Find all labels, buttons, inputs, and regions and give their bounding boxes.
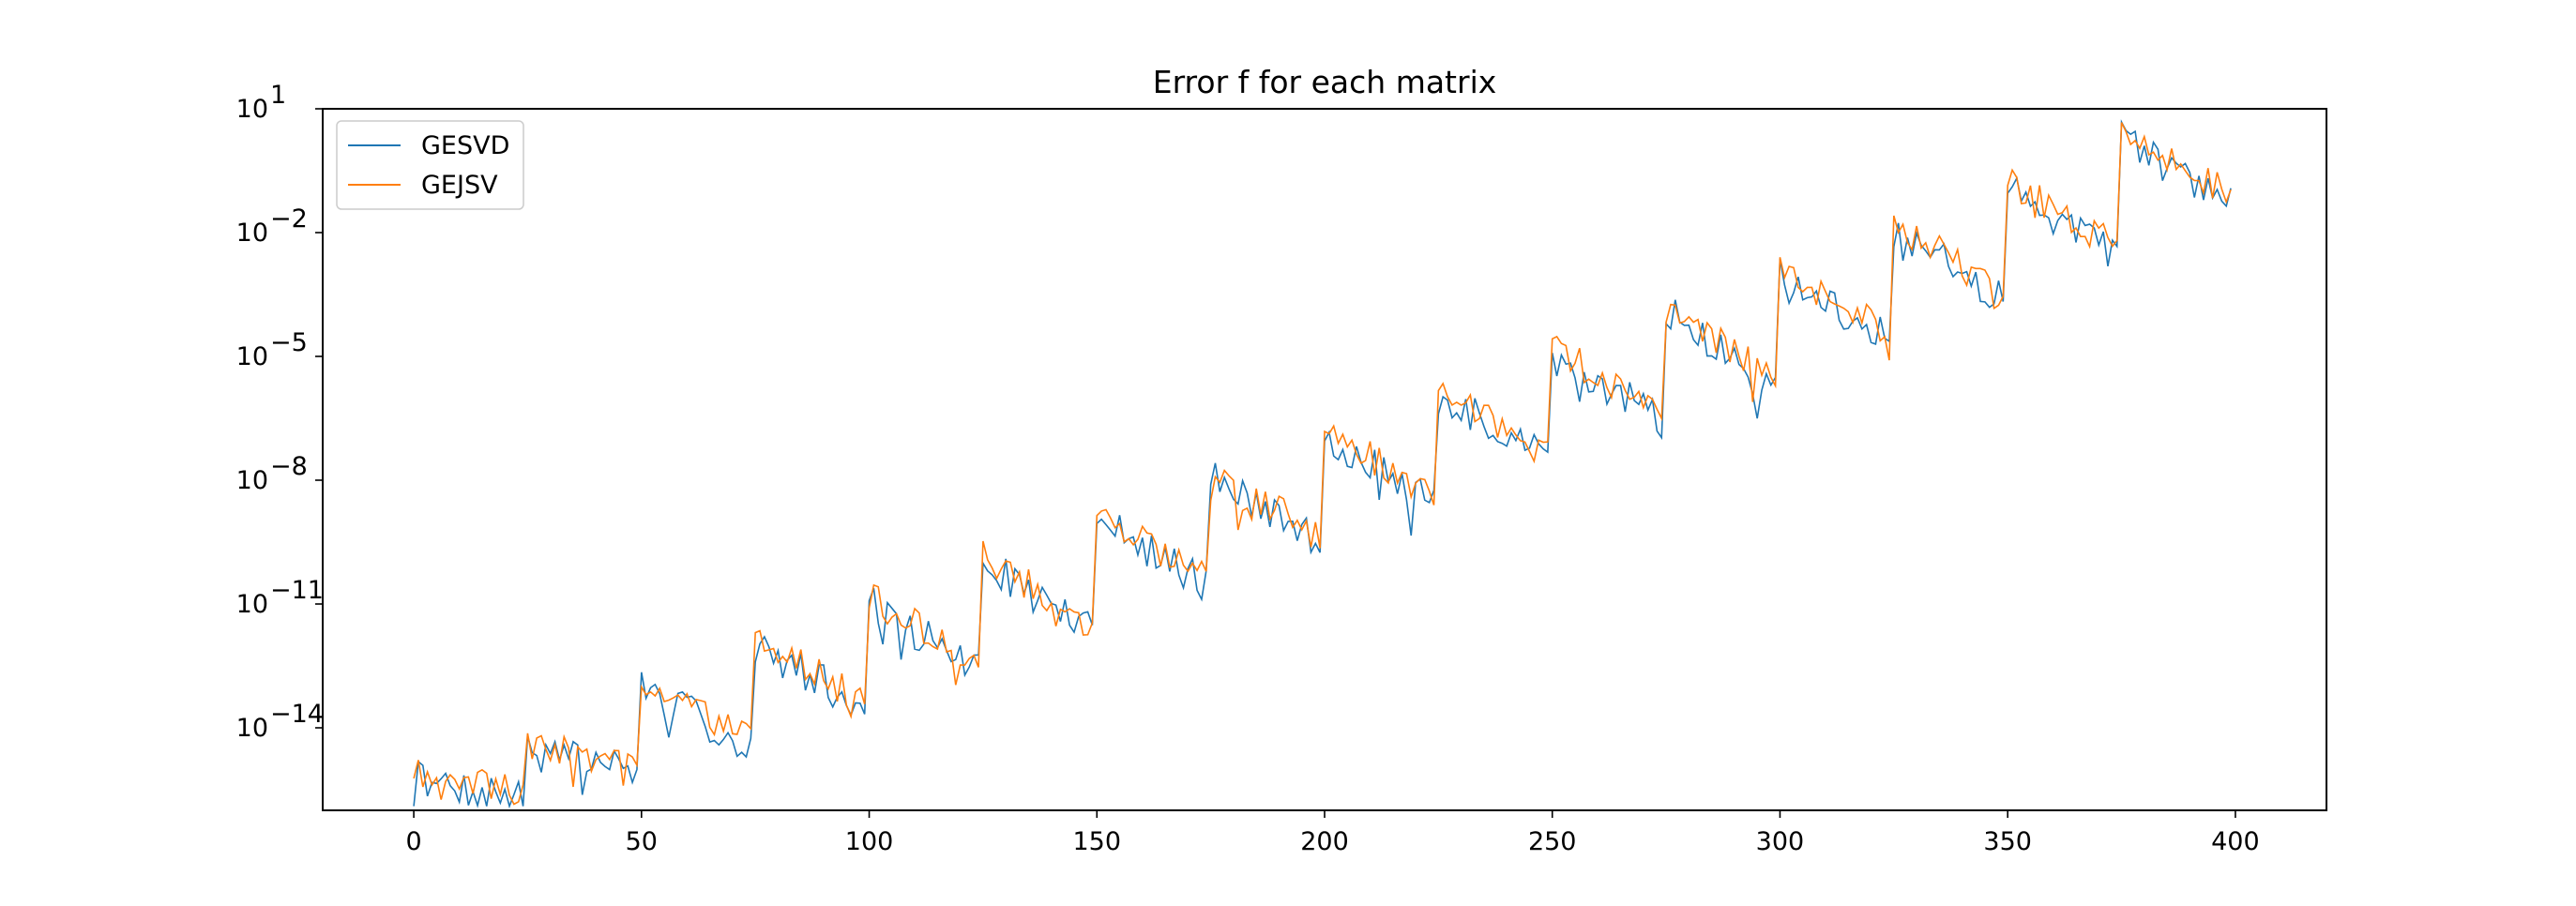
y-tick-label: 10 — [236, 590, 268, 619]
y-tick-exponent: 1 — [270, 81, 286, 110]
y-tick-label: 10 — [236, 95, 268, 124]
chart-title: Error f for each matrix — [1153, 64, 1497, 100]
x-tick-label: 100 — [845, 827, 894, 856]
x-axis: 0 50 100 150 200 250 300 350 400 — [405, 810, 2260, 856]
y-tick-exponent: −14 — [270, 700, 324, 729]
x-tick-label: 150 — [1072, 827, 1121, 856]
y-tick-exponent: −5 — [270, 328, 308, 357]
x-tick-label: 200 — [1300, 827, 1349, 856]
plot-lines — [413, 119, 2232, 809]
legend-label-gesvd: GESVD — [421, 131, 509, 160]
y-tick-exponent: −2 — [270, 204, 308, 234]
y-tick-label: 10 — [236, 466, 268, 495]
series-line-gejsv — [413, 122, 2232, 806]
x-tick-label: 400 — [2211, 827, 2260, 856]
plot-frame — [322, 108, 2327, 811]
x-tick-label: 350 — [1983, 827, 2032, 856]
x-tick-label: 250 — [1528, 827, 1577, 856]
y-tick-label: 10 — [236, 219, 268, 248]
y-tick-exponent: −8 — [270, 452, 308, 481]
y-tick-label: 10 — [236, 342, 268, 371]
x-tick-label: 50 — [626, 827, 658, 856]
y-tick-label: 10 — [236, 714, 268, 743]
legend-label-gejsv: GEJSV — [421, 171, 498, 200]
y-tick-exponent: −11 — [270, 576, 324, 605]
x-tick-label: 300 — [1756, 827, 1805, 856]
legend-box — [336, 120, 524, 210]
x-tick-label: 0 — [405, 827, 421, 856]
legend: GESVD GEJSV — [336, 120, 524, 210]
